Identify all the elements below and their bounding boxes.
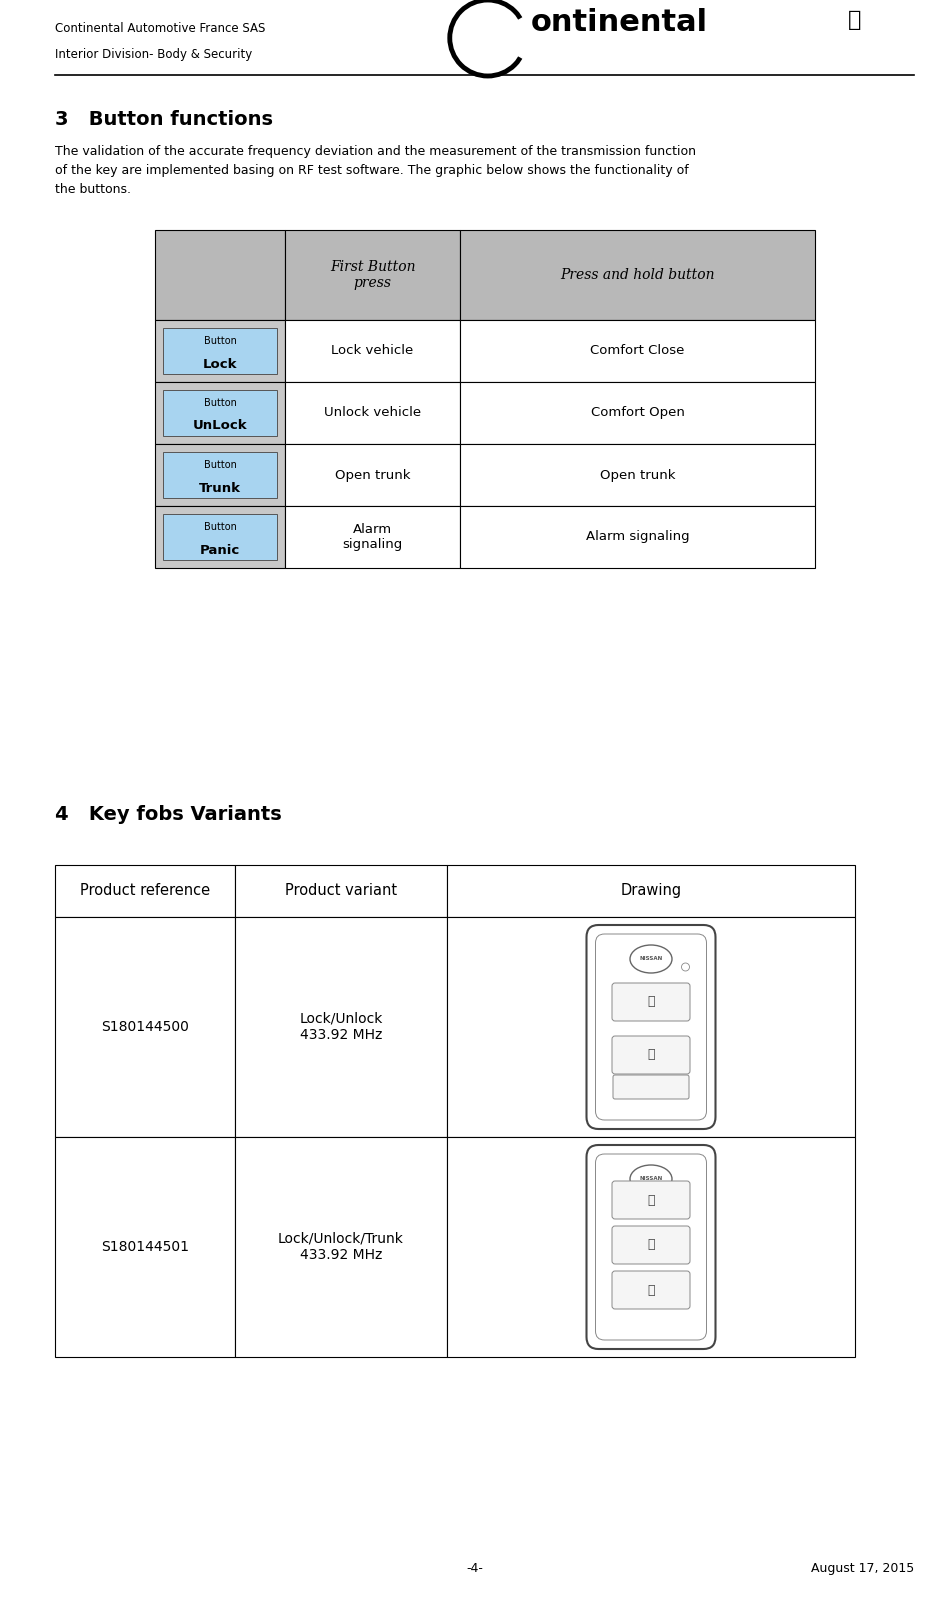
Bar: [235, 866, 447, 917]
Circle shape: [450, 0, 526, 76]
Bar: [447, 917, 855, 1136]
Text: Button: Button: [204, 398, 236, 408]
FancyBboxPatch shape: [612, 1037, 690, 1074]
Text: NISSAN: NISSAN: [640, 956, 662, 961]
FancyBboxPatch shape: [596, 1154, 706, 1340]
Text: 🔒: 🔒: [647, 996, 655, 1009]
Text: Button: Button: [204, 335, 236, 347]
Text: -4-: -4-: [466, 1562, 483, 1575]
Bar: [235, 917, 447, 1136]
Text: Interior Division- Body & Security: Interior Division- Body & Security: [55, 48, 252, 61]
Circle shape: [681, 962, 690, 970]
Circle shape: [681, 1183, 690, 1191]
Bar: [460, 506, 815, 567]
Text: Lock: Lock: [203, 358, 237, 371]
Bar: [155, 506, 285, 567]
Text: Comfort Close: Comfort Close: [590, 345, 684, 358]
FancyBboxPatch shape: [596, 933, 706, 1120]
Text: Button: Button: [204, 522, 236, 532]
Bar: [285, 321, 460, 382]
Bar: [285, 382, 460, 443]
Text: Trunk: Trunk: [199, 482, 241, 495]
Text: 🔒: 🔒: [647, 1193, 655, 1206]
Text: Open trunk: Open trunk: [335, 469, 410, 482]
Text: S180144500: S180144500: [101, 1020, 189, 1033]
Text: 🔓: 🔓: [647, 1048, 655, 1061]
Text: 4   Key fobs Variants: 4 Key fobs Variants: [55, 804, 282, 824]
Text: UnLock: UnLock: [193, 419, 248, 432]
Ellipse shape: [630, 1165, 672, 1193]
Bar: [155, 321, 285, 382]
Text: 🔓: 🔓: [647, 1238, 655, 1251]
Text: Button: Button: [204, 459, 236, 471]
Text: Alarm signaling: Alarm signaling: [586, 530, 689, 543]
Text: Open trunk: Open trunk: [600, 469, 676, 482]
Text: S180144501: S180144501: [101, 1240, 189, 1254]
Text: Press and hold button: Press and hold button: [560, 268, 715, 282]
Bar: [163, 514, 277, 559]
Text: Product variant: Product variant: [285, 883, 397, 898]
Bar: [460, 231, 815, 321]
Text: August 17, 2015: August 17, 2015: [810, 1562, 914, 1575]
Bar: [55, 866, 235, 917]
FancyBboxPatch shape: [612, 983, 690, 1020]
Bar: [285, 231, 460, 321]
FancyBboxPatch shape: [612, 1270, 690, 1309]
FancyBboxPatch shape: [613, 1075, 689, 1099]
Bar: [55, 1136, 235, 1357]
Bar: [447, 866, 855, 917]
Bar: [460, 382, 815, 443]
Bar: [235, 1136, 447, 1357]
Text: Panic: Panic: [200, 543, 240, 556]
Text: NISSAN: NISSAN: [640, 1177, 662, 1182]
Ellipse shape: [630, 945, 672, 974]
Bar: [55, 917, 235, 1136]
Circle shape: [463, 13, 512, 63]
Text: 3   Button functions: 3 Button functions: [55, 110, 273, 129]
Text: First Button
press: First Button press: [329, 260, 416, 290]
Bar: [447, 1136, 855, 1357]
Bar: [285, 443, 460, 506]
Text: Lock/Unlock/Trunk
433.92 MHz: Lock/Unlock/Trunk 433.92 MHz: [278, 1232, 404, 1262]
Bar: [163, 390, 277, 435]
Text: Lock/Unlock
433.92 MHz: Lock/Unlock 433.92 MHz: [299, 1012, 382, 1041]
FancyBboxPatch shape: [612, 1182, 690, 1219]
Bar: [460, 443, 815, 506]
Bar: [163, 327, 277, 374]
Bar: [155, 443, 285, 506]
FancyBboxPatch shape: [586, 1145, 716, 1349]
Text: 🚗: 🚗: [647, 1283, 655, 1296]
Text: ontinental: ontinental: [530, 8, 708, 37]
Bar: [460, 321, 815, 382]
Text: Unlock vehicle: Unlock vehicle: [324, 406, 421, 419]
Bar: [155, 382, 285, 443]
Wedge shape: [488, 16, 532, 61]
FancyBboxPatch shape: [612, 1227, 690, 1264]
Text: 🐎: 🐎: [847, 10, 861, 31]
Text: Alarm
signaling: Alarm signaling: [343, 522, 402, 551]
FancyBboxPatch shape: [586, 925, 716, 1128]
Bar: [155, 231, 285, 321]
Text: The validation of the accurate frequency deviation and the measurement of the tr: The validation of the accurate frequency…: [55, 145, 696, 197]
Bar: [285, 506, 460, 567]
Text: Continental Automotive France SAS: Continental Automotive France SAS: [55, 23, 266, 35]
Text: Drawing: Drawing: [621, 883, 681, 898]
Text: Product reference: Product reference: [80, 883, 210, 898]
Text: Lock vehicle: Lock vehicle: [331, 345, 414, 358]
Bar: [163, 451, 277, 498]
Text: Comfort Open: Comfort Open: [590, 406, 684, 419]
